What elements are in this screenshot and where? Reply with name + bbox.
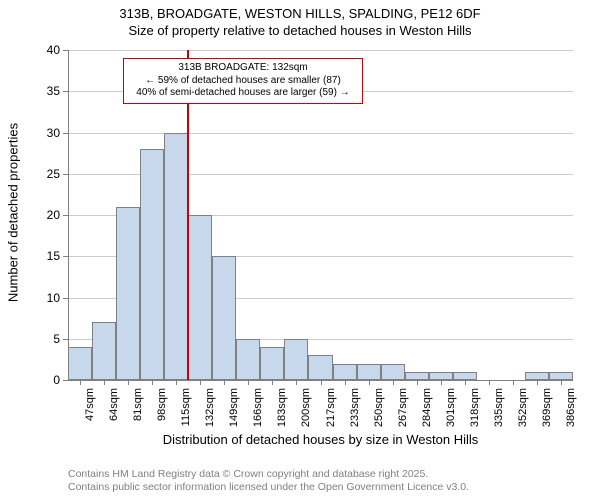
xtick-mark xyxy=(224,380,225,385)
chart-title-line1: 313B, BROADGATE, WESTON HILLS, SPALDING,… xyxy=(0,6,600,23)
histogram-bar xyxy=(260,347,284,380)
histogram-bar xyxy=(188,215,212,380)
credits-line2: Contains public sector information licen… xyxy=(68,481,469,494)
histogram-bar xyxy=(525,372,549,380)
ytick-label: 40 xyxy=(30,43,60,57)
xtick-mark xyxy=(393,380,394,385)
xtick-mark xyxy=(417,380,418,385)
gridline xyxy=(68,50,573,51)
histogram-bar xyxy=(140,149,164,380)
xtick-mark xyxy=(248,380,249,385)
xtick-mark xyxy=(513,380,514,385)
gridline xyxy=(68,133,573,134)
xtick-mark xyxy=(345,380,346,385)
xtick-mark xyxy=(537,380,538,385)
chart-title-line2: Size of property relative to detached ho… xyxy=(0,23,600,40)
ytick-label: 15 xyxy=(30,249,60,263)
y-axis-label: Number of detached properties xyxy=(6,113,21,313)
histogram-bar xyxy=(116,207,140,380)
ytick-label: 25 xyxy=(30,167,60,181)
histogram-bar xyxy=(453,372,477,380)
xtick-mark xyxy=(176,380,177,385)
histogram-bar xyxy=(68,347,92,380)
xtick-mark xyxy=(489,380,490,385)
xtick-mark xyxy=(272,380,273,385)
xtick-mark xyxy=(321,380,322,385)
xtick-mark xyxy=(104,380,105,385)
ytick-label: 30 xyxy=(30,126,60,140)
ytick-label: 5 xyxy=(30,332,60,346)
xtick-mark xyxy=(561,380,562,385)
xtick-mark xyxy=(441,380,442,385)
x-axis-label: Distribution of detached houses by size … xyxy=(68,432,573,447)
xtick-mark xyxy=(80,380,81,385)
ytick-label: 0 xyxy=(30,373,60,387)
annotation-title: 313B BROADGATE: 132sqm xyxy=(130,62,356,75)
histogram-bar xyxy=(549,372,573,380)
annotation-line2: 40% of semi-detached houses are larger (… xyxy=(130,87,356,100)
ytick-label: 35 xyxy=(30,84,60,98)
xtick-mark xyxy=(128,380,129,385)
ytick-label: 10 xyxy=(30,291,60,305)
y-axis xyxy=(68,50,69,380)
credits-line1: Contains HM Land Registry data © Crown c… xyxy=(68,468,469,481)
histogram-bar xyxy=(284,339,308,380)
xtick-mark xyxy=(369,380,370,385)
histogram-bar xyxy=(92,322,116,380)
histogram-bar xyxy=(236,339,260,380)
annotation-line1: ← 59% of detached houses are smaller (87… xyxy=(130,75,356,88)
histogram-bar xyxy=(357,364,381,381)
histogram-bar xyxy=(308,355,332,380)
xtick-mark xyxy=(465,380,466,385)
histogram-bar xyxy=(381,364,405,381)
histogram-bar xyxy=(164,133,188,381)
xtick-mark xyxy=(200,380,201,385)
histogram-bar xyxy=(333,364,357,381)
annotation-box: 313B BROADGATE: 132sqm← 59% of detached … xyxy=(123,58,363,104)
xtick-mark xyxy=(152,380,153,385)
ytick-label: 20 xyxy=(30,208,60,222)
histogram-bar xyxy=(429,372,453,380)
xtick-mark xyxy=(296,380,297,385)
histogram-bar xyxy=(405,372,429,380)
histogram-bar xyxy=(212,256,236,380)
